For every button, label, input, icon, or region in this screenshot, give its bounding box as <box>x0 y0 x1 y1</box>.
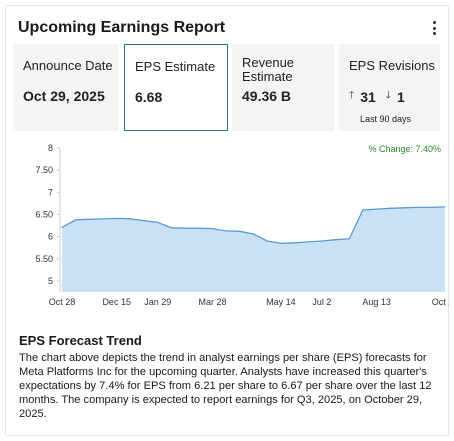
y-tick-label: 8 <box>48 143 53 153</box>
metrics-row: Announce Date Oct 29, 2025 EPS Estimate … <box>13 44 440 131</box>
y-tick-label: 6.50 <box>35 209 53 219</box>
y-tick-label: 6 <box>48 232 53 242</box>
data-point <box>239 230 241 232</box>
trend-description: The chart above depicts the trend in ana… <box>19 352 432 420</box>
metric-value: Oct 29, 2025 <box>23 88 105 104</box>
metric-announce-date[interactable]: Announce Date Oct 29, 2025 <box>13 44 118 131</box>
x-tick-label: Oct 28 <box>49 297 76 307</box>
metric-label: Announce Date <box>23 58 113 73</box>
y-tick-label: 5 <box>48 276 53 286</box>
data-point <box>389 207 391 209</box>
eps-trend-chart: 8 7.50 7 6.50 6 5.50 5 Oct 28 Dec 15 Jan 29 Mar 28… <box>5 136 449 311</box>
data-point <box>61 226 63 228</box>
data-point <box>102 218 104 220</box>
data-point <box>293 242 296 244</box>
metric-subtext: Last 90 days <box>360 114 412 124</box>
data-point <box>334 239 337 241</box>
x-tick-label: Mar 28 <box>198 297 226 307</box>
data-point <box>376 208 378 210</box>
data-point <box>75 219 77 221</box>
metric-eps-estimate[interactable]: EPS Estimate 6.68 <box>124 44 228 131</box>
data-point <box>170 227 173 229</box>
x-tick-label: Dec 15 <box>102 297 131 307</box>
data-point <box>348 238 350 240</box>
metric-value: 6.68 <box>135 89 163 105</box>
card-title: Upcoming Earnings Report <box>18 19 226 36</box>
percent-change-label: % Change: 7.40% <box>368 144 441 154</box>
metric-revenue-estimate[interactable]: Revenue Estimate 49.36 B <box>232 44 334 131</box>
metric-label: EPS Revisions <box>349 58 435 73</box>
data-point <box>430 206 432 208</box>
x-tick-label: May 14 <box>266 297 296 307</box>
chart-svg: 8 7.50 7 6.50 6 5.50 5 Oct 28 Dec 15 Jan 29 Mar 28… <box>35 143 449 307</box>
metric-value: 🡑 31 🡓 1 <box>349 88 405 105</box>
revisions-up-count: 31 <box>360 88 376 105</box>
arrow-down-icon: 🡓 <box>385 90 391 101</box>
data-point <box>129 218 131 220</box>
trend-title: EPS Forecast Trend <box>19 333 142 348</box>
data-point <box>280 242 282 244</box>
data-point <box>307 241 309 243</box>
y-tick-label: 7.50 <box>35 165 53 175</box>
data-point <box>403 207 405 209</box>
data-point <box>417 206 419 208</box>
data-point <box>88 218 90 220</box>
x-tick-label: Aug 13 <box>362 297 391 307</box>
data-point <box>211 228 214 230</box>
series-area <box>62 206 445 292</box>
data-point <box>225 230 227 232</box>
data-point <box>116 217 118 220</box>
data-point <box>184 227 186 229</box>
x-tick-label: Oct 27 <box>432 297 449 307</box>
metric-label: Revenue Estimate <box>242 55 295 84</box>
data-point <box>252 233 255 235</box>
data-point <box>198 227 200 229</box>
arrow-up-icon: 🡑 <box>349 90 355 101</box>
data-point <box>157 221 159 224</box>
metric-label: EPS Estimate <box>135 59 216 74</box>
data-point <box>362 209 364 211</box>
data-point <box>444 206 446 208</box>
x-tick-label: Jan 29 <box>144 297 171 307</box>
data-point <box>143 220 145 222</box>
y-tick-label: 7 <box>48 187 53 197</box>
y-tick-label: 5.50 <box>35 254 53 264</box>
x-tick-label: Jul 2 <box>312 297 331 307</box>
metric-eps-revisions[interactable]: EPS Revisions 🡑 31 🡓 1 Last 90 days <box>339 44 440 131</box>
more-vertical-icon[interactable] <box>428 19 440 37</box>
metric-value: 49.36 B <box>242 88 292 104</box>
data-point <box>266 240 268 242</box>
data-point <box>321 240 323 242</box>
revisions-down-count: 1 <box>396 88 405 105</box>
